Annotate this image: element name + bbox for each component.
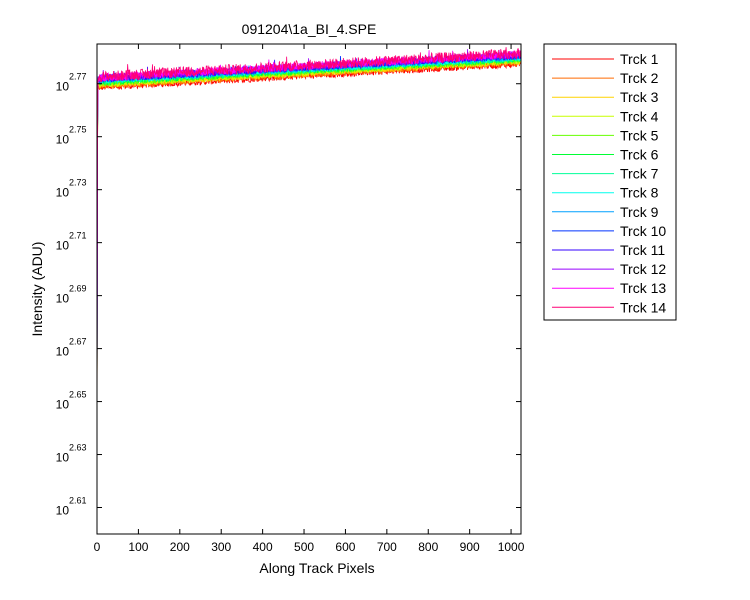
legend-entry-label: Trck 7 [620,166,659,182]
x-axis-label: Along Track Pixels [259,560,374,576]
legend-entry-label: Trck 2 [620,70,659,86]
legend-box [543,43,677,321]
chart-title: 091204\1a_BI_4.SPE [242,21,377,37]
x-tick-label: 100 [128,540,148,554]
y-tick-label-base: 10 [56,504,70,518]
legend-entry-label: Trck 13 [620,280,666,296]
x-tick-label: 600 [335,540,355,554]
legend-entry-label: Trck 14 [620,299,666,315]
legend-entry-label: Trck 4 [620,108,659,124]
y-tick-label-exponent: 2.65 [69,390,87,400]
plot-area [96,43,522,535]
legend-entry-label: Trck 12 [620,261,666,277]
y-tick-label-exponent: 2.61 [69,496,87,506]
legend-items: Trck 1 Trck 2 Trck 3 Trck 4 Trck 5 Trck 6 Trck… [552,51,666,315]
y-tick-label-base: 10 [56,451,70,465]
x-tick-label: 400 [253,540,273,554]
y-tick-label-base: 10 [56,186,70,200]
plot-background [97,44,521,534]
y-tick-label-exponent: 2.73 [69,178,87,188]
y-tick-label-base: 10 [56,398,70,412]
y-tick-label-exponent: 2.69 [69,284,87,294]
y-tick-label-base: 10 [56,80,70,94]
plot-frame [96,43,522,535]
y-tick-label-base: 10 [56,133,70,147]
y-tick-label-exponent: 2.77 [69,72,87,82]
y-tick-label-exponent: 2.67 [69,337,87,347]
y-tick-label-base: 10 [56,239,70,253]
series-line [96,47,521,444]
legend-entry-label: Trck 9 [620,204,659,220]
series-group [96,47,521,460]
legend-entry-label: Trck 8 [620,185,659,201]
legend: Trck 1 Trck 2 Trck 3 Trck 4 Trck 5 Trck 6 Trck… [543,43,677,321]
x-tick-label: 800 [418,540,438,554]
x-tick-label: 300 [211,540,231,554]
y-axis: 102.61102.63102.65102.67102.69102.71102.… [56,72,521,518]
legend-entry-label: Trck 10 [620,223,666,239]
y-tick-label-base: 10 [56,345,70,359]
x-tick-label: 900 [460,540,480,554]
x-tick-label: 200 [170,540,190,554]
y-tick-label-exponent: 2.63 [69,443,87,453]
legend-entry-label: Trck 11 [620,242,665,258]
x-tick-label: 700 [377,540,397,554]
y-tick-label-base: 10 [56,292,70,306]
legend-entry-label: Trck 6 [620,147,659,163]
legend-entry-label: Trck 1 [620,51,659,67]
x-tick-label: 0 [94,540,101,554]
legend-entry-label: Trck 5 [620,127,659,143]
y-tick-label-exponent: 2.71 [69,231,87,241]
y-tick-label-exponent: 2.75 [69,125,87,135]
x-tick-label: 500 [294,540,314,554]
x-tick-label: 1000 [498,540,525,554]
legend-entry-label: Trck 3 [620,89,659,105]
x-axis: 0 100 200 300 400 500 600 700 800 900 1000 [94,44,525,554]
y-axis-label: Intensity (ADU) [29,242,45,337]
